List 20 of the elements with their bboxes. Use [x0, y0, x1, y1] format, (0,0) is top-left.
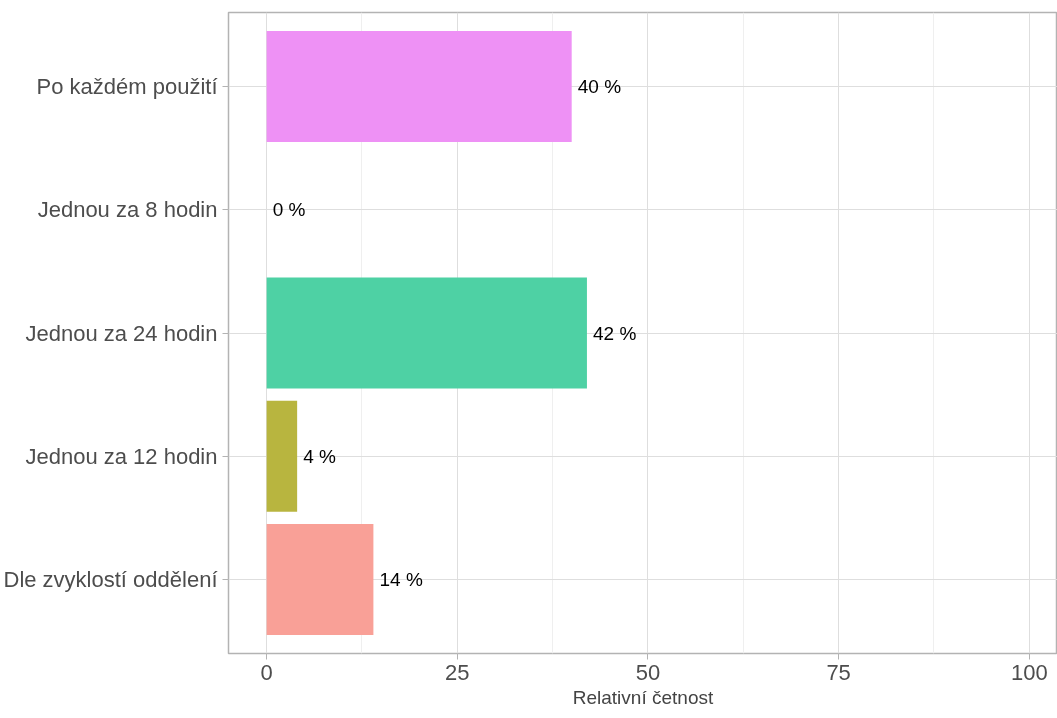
y-tick-label: Jednou za 8 hodin: [37, 197, 218, 223]
bar: [266, 277, 587, 389]
data-label: 42 %: [593, 322, 637, 344]
data-label: 4 %: [303, 445, 337, 467]
x-tick-label: 75: [826, 659, 851, 685]
bar: [266, 400, 298, 512]
x-tick-label: 100: [1010, 659, 1048, 685]
x-tick-label: 25: [445, 659, 470, 685]
y-tick-label: Dle zvyklostí oddělení: [3, 567, 218, 593]
y-tick-label: Jednou za 24 hodin: [25, 320, 218, 346]
data-label: 40 %: [577, 75, 622, 97]
x-tick-label: 50: [635, 659, 661, 685]
bar: [266, 30, 572, 142]
y-tick-label: Jednou za 12 hodin: [25, 443, 218, 469]
data-label: 0 %: [272, 199, 306, 221]
bar: [266, 524, 374, 636]
data-label: 14 %: [379, 569, 423, 591]
x-tick-label: 0: [260, 659, 273, 685]
x-axis-title: Relativní četnost: [572, 686, 714, 708]
y-tick-label: Po každém použití: [36, 73, 218, 99]
